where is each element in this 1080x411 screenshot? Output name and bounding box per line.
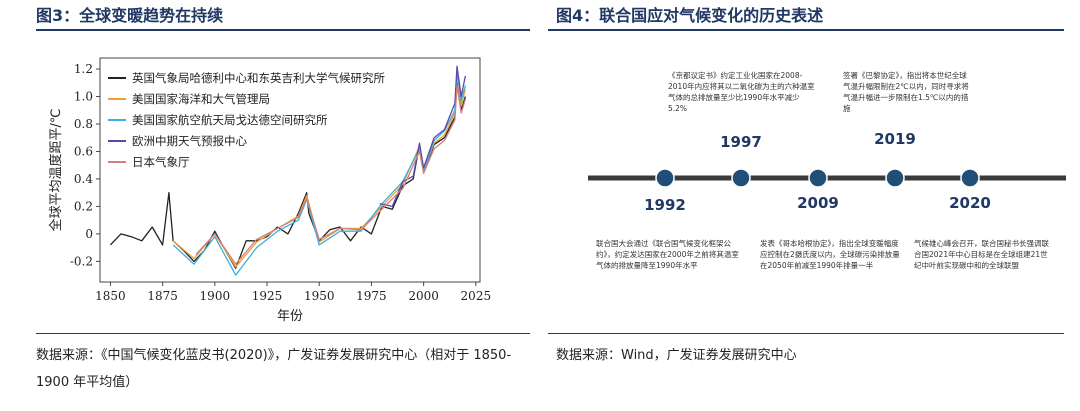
figure4-title: 图4：联合国应对气候变化的历史表述 [556,6,824,25]
y-tick-label: -0.2 [70,254,93,268]
source-divider [36,333,530,334]
temperature-line-chart: 1850 1875 1900 1925 1950 1975 2000 2025 -0.2 0 0.2… [48,57,492,324]
timeline-year: 1997 [720,133,762,151]
timeline-note-1992: 联合国大会通过《联合国气候变化框架公约》，约定发达国家在2000年之前将其温室气… [596,239,739,270]
timeline-note-1997: 《京都议定书》约定工业化国家在2008-2010年内应将其以二氧化碳为主的六种温… [668,71,815,113]
legend-label: 欧洲中期天气预报中心 [132,134,247,148]
source-divider [548,333,1064,334]
x-tick-label: 1900 [200,289,231,303]
legend-label: 美国国家海洋和大气管理局 [132,92,270,106]
series-line-1 [109,79,467,269]
timeline-node [731,168,751,188]
timeline-year: 1992 [644,196,686,214]
x-tick-label: 1850 [95,289,126,303]
title-divider [36,29,530,31]
timeline-node [885,168,905,188]
x-tick-label: 2025 [461,289,492,303]
series-line-5 [195,84,467,265]
x-tick-label: 1875 [147,289,178,303]
series-line-3 [172,71,467,276]
timeline-year: 2009 [797,194,839,212]
legend-label: 日本气象厅 [132,155,190,169]
legend-label: 美国国家航空航天局戈达德空间研究所 [132,113,328,127]
y-tick-label: 0.4 [74,172,93,186]
y-tick-label: 0.6 [74,144,93,158]
x-tick-label: 2000 [408,289,439,303]
timeline-year: 2020 [949,194,991,212]
timeline-note-2009: 发表《哥本哈根协定》，指出全球变暖幅度应控制在2摄氏度以内，全球碳污染排放量在2… [760,239,900,270]
plot-frame [99,57,481,283]
legend-label: 英国气象局哈德利中心和东英吉利大学气候研究所 [132,71,385,85]
y-tick-label: 1.0 [74,89,93,103]
x-tick-label: 1975 [356,289,387,303]
series-line-4 [379,65,467,208]
y-tick-label: 1.2 [74,62,93,76]
x-axis-label: 年份 [277,309,303,324]
timeline-node [655,168,675,188]
timeline-year: 2019 [874,130,916,148]
x-tick-label: 1925 [252,289,283,303]
left-figure-panel: 图3：全球变暖趋势在持续 1850 1875 1900 1925 1950 1975 200… [0,0,530,411]
figure3-source: 数据来源：《中国气候变化蓝皮书(2020)》，广发证券发展研究中心（相对于 18… [36,348,512,390]
right-figure-panel: 图4：联合国应对气候变化的历史表述 1992 1997 2009 2019 2020 《… [548,0,1080,411]
y-tick-label: 0 [85,227,93,241]
y-tick-label: 0.2 [74,199,93,213]
timeline-node [960,168,980,188]
y-tick-label: 0.8 [74,117,93,131]
series-line-2 [172,75,467,268]
y-axis-label: 全球平均温度距平/℃ [48,109,64,232]
x-tick-label: 1950 [304,289,335,303]
timeline-node [808,168,828,188]
figure3-title: 图3：全球变暖趋势在持续 [36,6,224,25]
timeline-note-2019: 签署《巴黎协定》，指出将本世纪全球气温升幅限制在2℃以内，同时寻求将气温升幅进一… [843,71,969,113]
figure4-source: 数据来源：Wind，广发证券发展研究中心 [556,348,797,363]
title-divider [548,29,1064,31]
timeline-note-2020: 气候雄心峰会召开，联合国秘书长强调联合国2021年中心目标是在全球组建21世纪中… [914,239,1049,270]
un-climate-timeline: 1992 1997 2009 2019 2020 [588,130,1066,214]
